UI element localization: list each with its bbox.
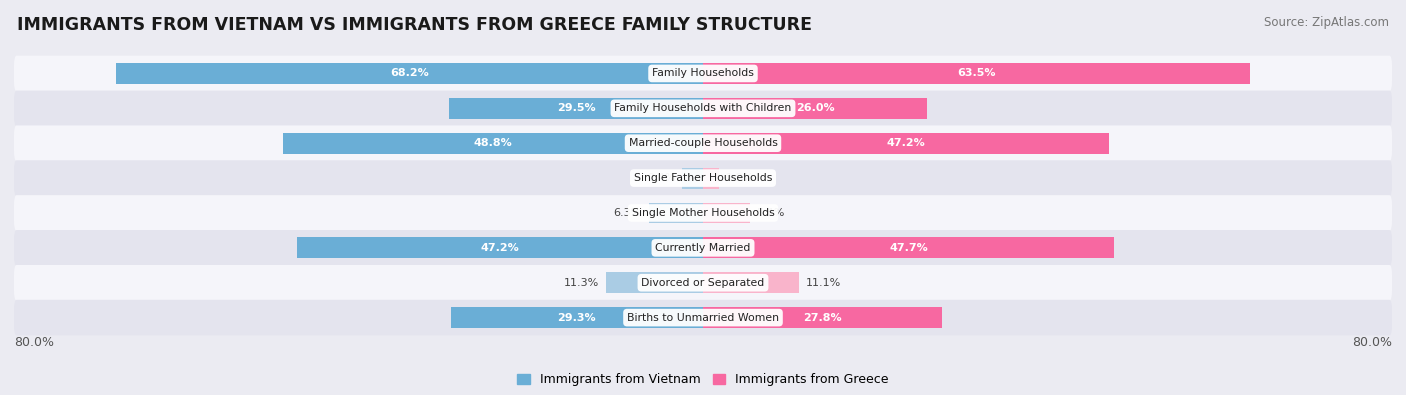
Bar <box>115 63 703 84</box>
Text: Source: ZipAtlas.com: Source: ZipAtlas.com <box>1264 16 1389 29</box>
Text: 1.9%: 1.9% <box>727 173 755 183</box>
FancyBboxPatch shape <box>14 195 1392 231</box>
Text: 6.3%: 6.3% <box>613 208 643 218</box>
Text: 80.0%: 80.0% <box>14 336 53 349</box>
Bar <box>451 307 703 328</box>
Text: 47.2%: 47.2% <box>887 138 925 148</box>
Bar <box>703 237 1114 258</box>
Bar <box>703 63 1250 84</box>
Bar <box>703 98 927 119</box>
Text: 47.7%: 47.7% <box>889 243 928 253</box>
Bar <box>606 272 703 293</box>
Bar <box>283 133 703 154</box>
Bar <box>703 167 720 188</box>
Legend: Immigrants from Vietnam, Immigrants from Greece: Immigrants from Vietnam, Immigrants from… <box>512 368 894 391</box>
Text: 68.2%: 68.2% <box>389 68 429 79</box>
Text: Family Households: Family Households <box>652 68 754 79</box>
Text: 80.0%: 80.0% <box>1353 336 1392 349</box>
Text: Family Households with Children: Family Households with Children <box>614 103 792 113</box>
Text: Single Father Households: Single Father Households <box>634 173 772 183</box>
FancyBboxPatch shape <box>14 265 1392 301</box>
Bar <box>703 272 799 293</box>
Bar <box>682 167 703 188</box>
Text: 11.3%: 11.3% <box>564 278 599 288</box>
Text: 11.1%: 11.1% <box>806 278 841 288</box>
FancyBboxPatch shape <box>14 90 1392 126</box>
Text: 27.8%: 27.8% <box>803 312 842 323</box>
Bar <box>648 203 703 224</box>
FancyBboxPatch shape <box>14 300 1392 335</box>
Text: 29.3%: 29.3% <box>558 312 596 323</box>
Text: 48.8%: 48.8% <box>474 138 512 148</box>
Text: Single Mother Households: Single Mother Households <box>631 208 775 218</box>
Bar <box>449 98 703 119</box>
FancyBboxPatch shape <box>14 230 1392 265</box>
Bar <box>703 133 1109 154</box>
Bar <box>703 203 749 224</box>
Text: Currently Married: Currently Married <box>655 243 751 253</box>
Text: Births to Unmarried Women: Births to Unmarried Women <box>627 312 779 323</box>
Text: 29.5%: 29.5% <box>557 103 595 113</box>
Bar <box>297 237 703 258</box>
FancyBboxPatch shape <box>14 56 1392 91</box>
Text: IMMIGRANTS FROM VIETNAM VS IMMIGRANTS FROM GREECE FAMILY STRUCTURE: IMMIGRANTS FROM VIETNAM VS IMMIGRANTS FR… <box>17 16 811 34</box>
Text: Divorced or Separated: Divorced or Separated <box>641 278 765 288</box>
Text: Married-couple Households: Married-couple Households <box>628 138 778 148</box>
Bar <box>703 307 942 328</box>
Text: 5.4%: 5.4% <box>756 208 785 218</box>
Text: 26.0%: 26.0% <box>796 103 834 113</box>
Text: 47.2%: 47.2% <box>481 243 519 253</box>
FancyBboxPatch shape <box>14 160 1392 196</box>
Text: 2.4%: 2.4% <box>647 173 675 183</box>
FancyBboxPatch shape <box>14 126 1392 161</box>
Text: 63.5%: 63.5% <box>957 68 995 79</box>
